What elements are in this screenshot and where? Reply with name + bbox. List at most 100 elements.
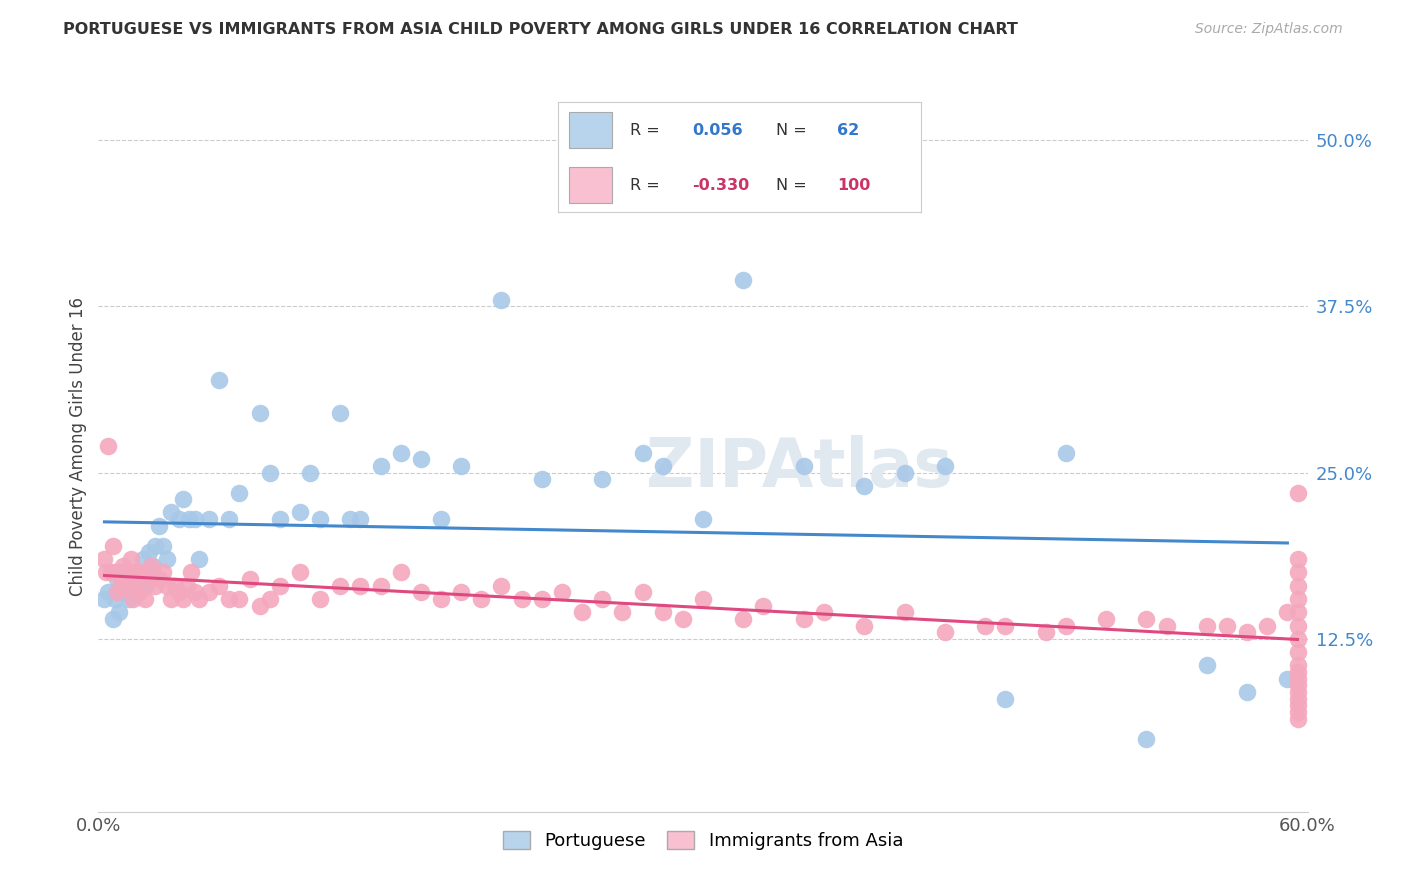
Point <box>409 585 432 599</box>
Point <box>111 585 134 599</box>
Point <box>143 539 166 553</box>
Point <box>156 552 179 566</box>
Point <box>148 572 170 586</box>
Point <box>329 406 352 420</box>
Point <box>934 625 956 640</box>
Text: Source: ZipAtlas.com: Source: ZipAtlas.com <box>1195 22 1343 37</box>
Point <box>1277 672 1299 686</box>
Point <box>172 591 194 606</box>
Point <box>510 591 533 606</box>
Point <box>1195 658 1218 673</box>
Point <box>530 472 553 486</box>
Point <box>218 512 240 526</box>
Point <box>1195 618 1218 632</box>
Point <box>142 558 165 573</box>
Point <box>128 585 150 599</box>
Point <box>651 605 673 619</box>
Point <box>125 566 148 580</box>
Point <box>1054 445 1077 459</box>
Point <box>180 566 202 580</box>
Point <box>591 591 613 606</box>
Point <box>208 579 231 593</box>
Point <box>1277 605 1299 619</box>
Point <box>450 458 472 473</box>
Point <box>132 552 155 566</box>
Point <box>97 585 120 599</box>
Point <box>934 458 956 473</box>
Text: ZIPAtlas: ZIPAtlas <box>647 435 953 501</box>
Point <box>893 466 915 480</box>
Point <box>651 458 673 473</box>
Text: PORTUGUESE VS IMMIGRANTS FROM ASIA CHILD POVERTY AMONG GIRLS UNDER 16 CORRELATIO: PORTUGUESE VS IMMIGRANTS FROM ASIA CHILD… <box>63 22 1018 37</box>
Point <box>1286 552 1309 566</box>
Point <box>288 566 311 580</box>
Point <box>430 591 453 606</box>
Point <box>105 572 128 586</box>
Point <box>125 585 148 599</box>
Point <box>631 585 654 599</box>
Point <box>1286 579 1309 593</box>
Point <box>93 552 115 566</box>
Point <box>111 558 134 573</box>
Point <box>198 585 221 599</box>
Point <box>1035 625 1057 640</box>
Point <box>259 591 281 606</box>
Point <box>139 558 162 573</box>
Point <box>110 579 132 593</box>
Point <box>167 512 190 526</box>
Point <box>188 591 211 606</box>
Point <box>138 545 160 559</box>
Point <box>239 572 262 586</box>
Point <box>228 485 250 500</box>
Point <box>93 591 115 606</box>
Point <box>121 591 143 606</box>
Point <box>692 512 714 526</box>
Point <box>370 579 392 593</box>
Point <box>1135 612 1157 626</box>
Point <box>160 591 183 606</box>
Point <box>269 512 291 526</box>
Point <box>218 591 240 606</box>
Point <box>1054 618 1077 632</box>
Point <box>152 566 174 580</box>
Point <box>172 492 194 507</box>
Point <box>107 605 129 619</box>
Y-axis label: Child Poverty Among Girls Under 16: Child Poverty Among Girls Under 16 <box>69 296 87 596</box>
Point <box>1286 591 1309 606</box>
Point <box>491 579 513 593</box>
Point <box>974 618 997 632</box>
Legend: Portuguese, Immigrants from Asia: Portuguese, Immigrants from Asia <box>495 823 911 857</box>
Point <box>134 591 156 606</box>
Point <box>329 579 352 593</box>
Point <box>591 472 613 486</box>
Point <box>198 512 221 526</box>
Point <box>107 566 129 580</box>
Point <box>793 458 815 473</box>
Point <box>188 552 211 566</box>
Point <box>893 605 915 619</box>
Point <box>228 591 250 606</box>
Point <box>994 618 1017 632</box>
Point <box>1286 698 1309 713</box>
Point <box>120 579 142 593</box>
Point <box>288 506 311 520</box>
Point <box>148 518 170 533</box>
Point <box>793 612 815 626</box>
Point <box>160 506 183 520</box>
Point <box>134 579 156 593</box>
Point <box>163 579 186 593</box>
Point <box>124 579 146 593</box>
Point <box>1286 485 1309 500</box>
Point <box>96 566 118 580</box>
Point <box>1286 678 1309 692</box>
Point <box>269 579 291 593</box>
Point <box>128 566 150 580</box>
Point <box>179 512 201 526</box>
Point <box>114 579 136 593</box>
Point <box>101 539 124 553</box>
Point <box>1135 731 1157 746</box>
Point <box>994 691 1017 706</box>
Point <box>1286 566 1309 580</box>
Point <box>1286 712 1309 726</box>
Point <box>853 479 876 493</box>
